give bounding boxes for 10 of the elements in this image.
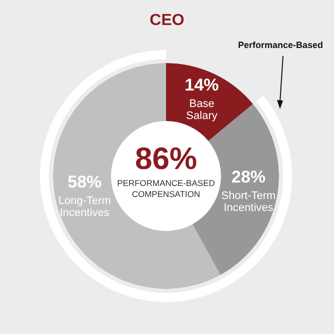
text: PERFORMANCE-BASED COMPENSATION (116, 178, 216, 200)
data-label: 58% (68, 172, 102, 192)
slice-label: Long-Term Incentives (58, 194, 111, 219)
chart-title: CEO (148, 12, 186, 30)
data-label: 28% (231, 167, 266, 186)
slice-label: Base Salary (186, 98, 218, 122)
data-label: 14% (184, 76, 219, 95)
text: 86% (134, 141, 198, 176)
slice-label: Short-Term Incentives (221, 190, 276, 214)
text: Performance-Based (238, 40, 324, 50)
